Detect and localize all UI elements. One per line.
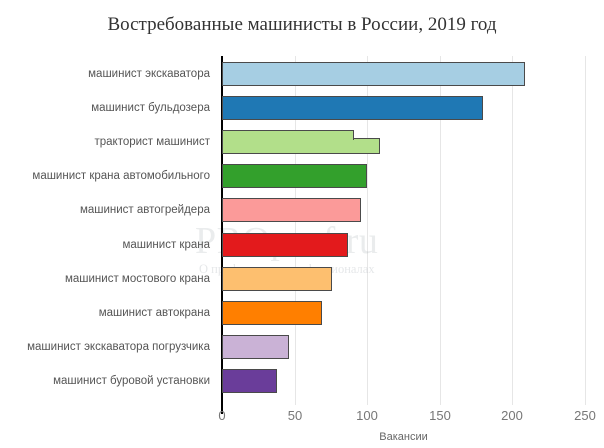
x-tick-label: 250: [574, 408, 596, 423]
gridline: [512, 56, 513, 405]
x-tick-label: 0: [218, 408, 226, 423]
bar[interactable]: [222, 164, 367, 188]
category-label: машинист экскаватора: [88, 68, 210, 80]
bar[interactable]: [222, 233, 348, 257]
x-tick-label: 200: [501, 408, 523, 423]
bar[interactable]: [222, 198, 361, 222]
bar[interactable]: [222, 267, 332, 291]
category-label: машинист автогрейдера: [79, 204, 210, 216]
bar[interactable]: [222, 335, 289, 359]
category-label: машинист крана автомобильного: [32, 170, 210, 182]
category-label: машинист экскаватора погрузчика: [27, 341, 210, 353]
gridline: [585, 56, 586, 405]
bar[interactable]: [222, 369, 277, 393]
bar[interactable]: [222, 96, 483, 120]
category-label: машинист буровой установки: [53, 375, 210, 387]
x-axis-title: Вакансии: [379, 431, 428, 443]
bar[interactable]: [222, 301, 322, 325]
category-label: тракторист машинист: [94, 136, 210, 148]
chart-title: Востребованные машинисты в России, 2019 …: [107, 14, 497, 35]
gridline: [295, 56, 296, 405]
category-label: машинист автокрана: [98, 307, 210, 319]
x-tick-label: 150: [429, 408, 451, 423]
gridline: [440, 56, 441, 405]
bar[interactable]: [222, 138, 380, 154]
category-label: машинист бульдозера: [91, 102, 210, 114]
bar[interactable]: [222, 62, 525, 86]
x-tick-label: 50: [287, 408, 303, 423]
x-tick-label: 100: [356, 408, 378, 423]
gridline: [367, 56, 368, 405]
bar[interactable]: [222, 130, 354, 140]
category-label: машинист мостового крана: [64, 273, 210, 285]
category-label: машинист крана: [122, 239, 210, 251]
